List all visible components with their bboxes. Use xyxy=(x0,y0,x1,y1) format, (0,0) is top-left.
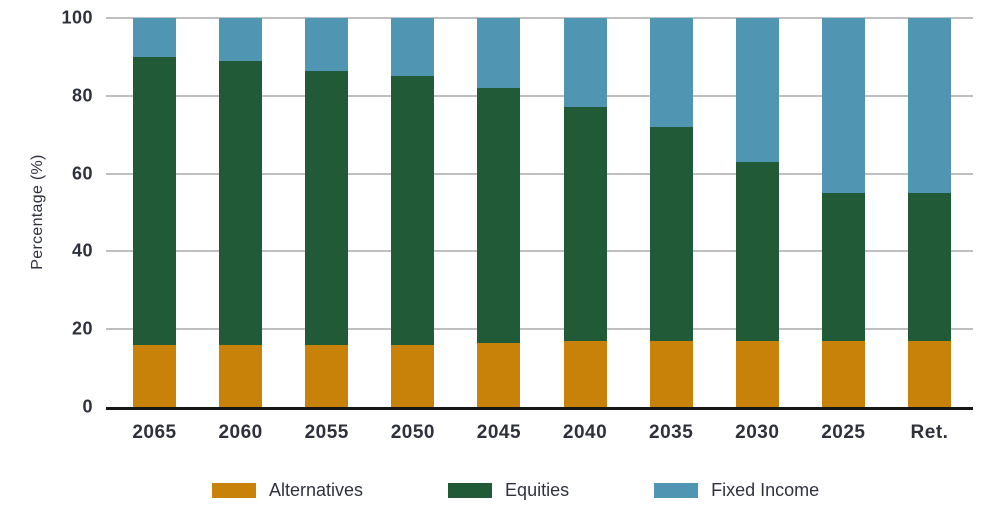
y-tick-label: 60 xyxy=(71,163,93,184)
gridline-20 xyxy=(106,328,973,331)
segment-equities xyxy=(563,107,607,341)
bar-2050 xyxy=(391,18,435,407)
legend-item-fixed-income: Fixed Income xyxy=(654,480,819,501)
segment-fixed-income xyxy=(133,18,176,57)
legend-swatch-icon xyxy=(654,483,699,498)
segment-alternatives xyxy=(305,344,349,407)
segment-alternatives xyxy=(391,344,435,407)
y-axis-title: Percentage (%) xyxy=(29,154,46,270)
legend-item-equities: Equities xyxy=(448,480,569,501)
segment-equities xyxy=(477,88,521,343)
x-tick-label: 2045 xyxy=(476,422,522,443)
y-tick-label: 0 xyxy=(82,396,93,417)
bar-2025 xyxy=(821,18,865,407)
bar-2065 xyxy=(133,18,176,407)
legend-swatch-icon xyxy=(448,483,493,498)
y-tick-label: 80 xyxy=(71,85,93,106)
segment-equities xyxy=(305,70,349,345)
segment-alternatives xyxy=(219,344,263,407)
segment-equities xyxy=(735,161,779,341)
bar-2060 xyxy=(219,18,263,407)
segment-alternatives xyxy=(563,340,607,407)
bar-2035 xyxy=(649,18,693,407)
y-tick-label: 20 xyxy=(71,318,93,339)
x-axis-line xyxy=(106,407,973,410)
segment-alternatives xyxy=(649,340,693,407)
legend-item-alternatives: Alternatives xyxy=(212,480,363,501)
bar-2045 xyxy=(477,18,521,407)
segment-fixed-income xyxy=(391,18,435,77)
segment-fixed-income xyxy=(305,18,349,71)
gridline-40 xyxy=(106,250,973,253)
segment-equities xyxy=(821,193,865,341)
segment-equities xyxy=(908,193,951,341)
x-tick-label: 2030 xyxy=(735,422,780,443)
bar-2040 xyxy=(563,18,607,407)
gridline-60 xyxy=(106,172,973,175)
bar-2030 xyxy=(735,18,779,407)
bar-ret xyxy=(908,18,951,407)
segment-equities xyxy=(219,60,263,345)
bar-2055 xyxy=(305,18,349,407)
x-tick-label: 2065 xyxy=(132,422,177,443)
segment-equities xyxy=(133,56,176,345)
segment-fixed-income xyxy=(477,18,521,89)
segment-fixed-income xyxy=(563,18,607,108)
segment-alternatives xyxy=(477,342,521,407)
gridline-100 xyxy=(106,17,973,19)
x-tick-label: 2025 xyxy=(821,422,866,443)
gridline-80 xyxy=(106,94,973,97)
y-tick-label: 40 xyxy=(71,240,93,261)
legend-label: Fixed Income xyxy=(711,480,820,500)
legend-label: Alternatives xyxy=(269,480,364,500)
segment-alternatives xyxy=(908,340,951,407)
y-tick-label: 100 xyxy=(61,7,93,28)
x-tick-label: 2055 xyxy=(304,422,349,443)
legend-label: Equities xyxy=(505,480,570,500)
x-tick-label: 2060 xyxy=(218,422,263,443)
x-tick-label: Ret. xyxy=(910,422,949,443)
segment-equities xyxy=(391,76,435,345)
legend: Alternatives Equities Fixed Income xyxy=(212,480,819,501)
segment-equities xyxy=(649,126,693,341)
legend-swatch-icon xyxy=(212,483,256,498)
plot-area xyxy=(106,17,973,410)
segment-alternatives xyxy=(735,340,779,407)
segment-alternatives xyxy=(821,340,865,407)
segment-fixed-income xyxy=(649,18,693,127)
x-tick-label: 2035 xyxy=(649,422,694,443)
x-tick-label: 2040 xyxy=(562,422,608,443)
segment-fixed-income xyxy=(821,18,865,194)
segment-alternatives xyxy=(133,344,176,407)
segment-fixed-income xyxy=(908,18,951,194)
segment-fixed-income xyxy=(735,18,779,162)
x-tick-label: 2050 xyxy=(390,422,435,443)
segment-fixed-income xyxy=(219,18,263,61)
